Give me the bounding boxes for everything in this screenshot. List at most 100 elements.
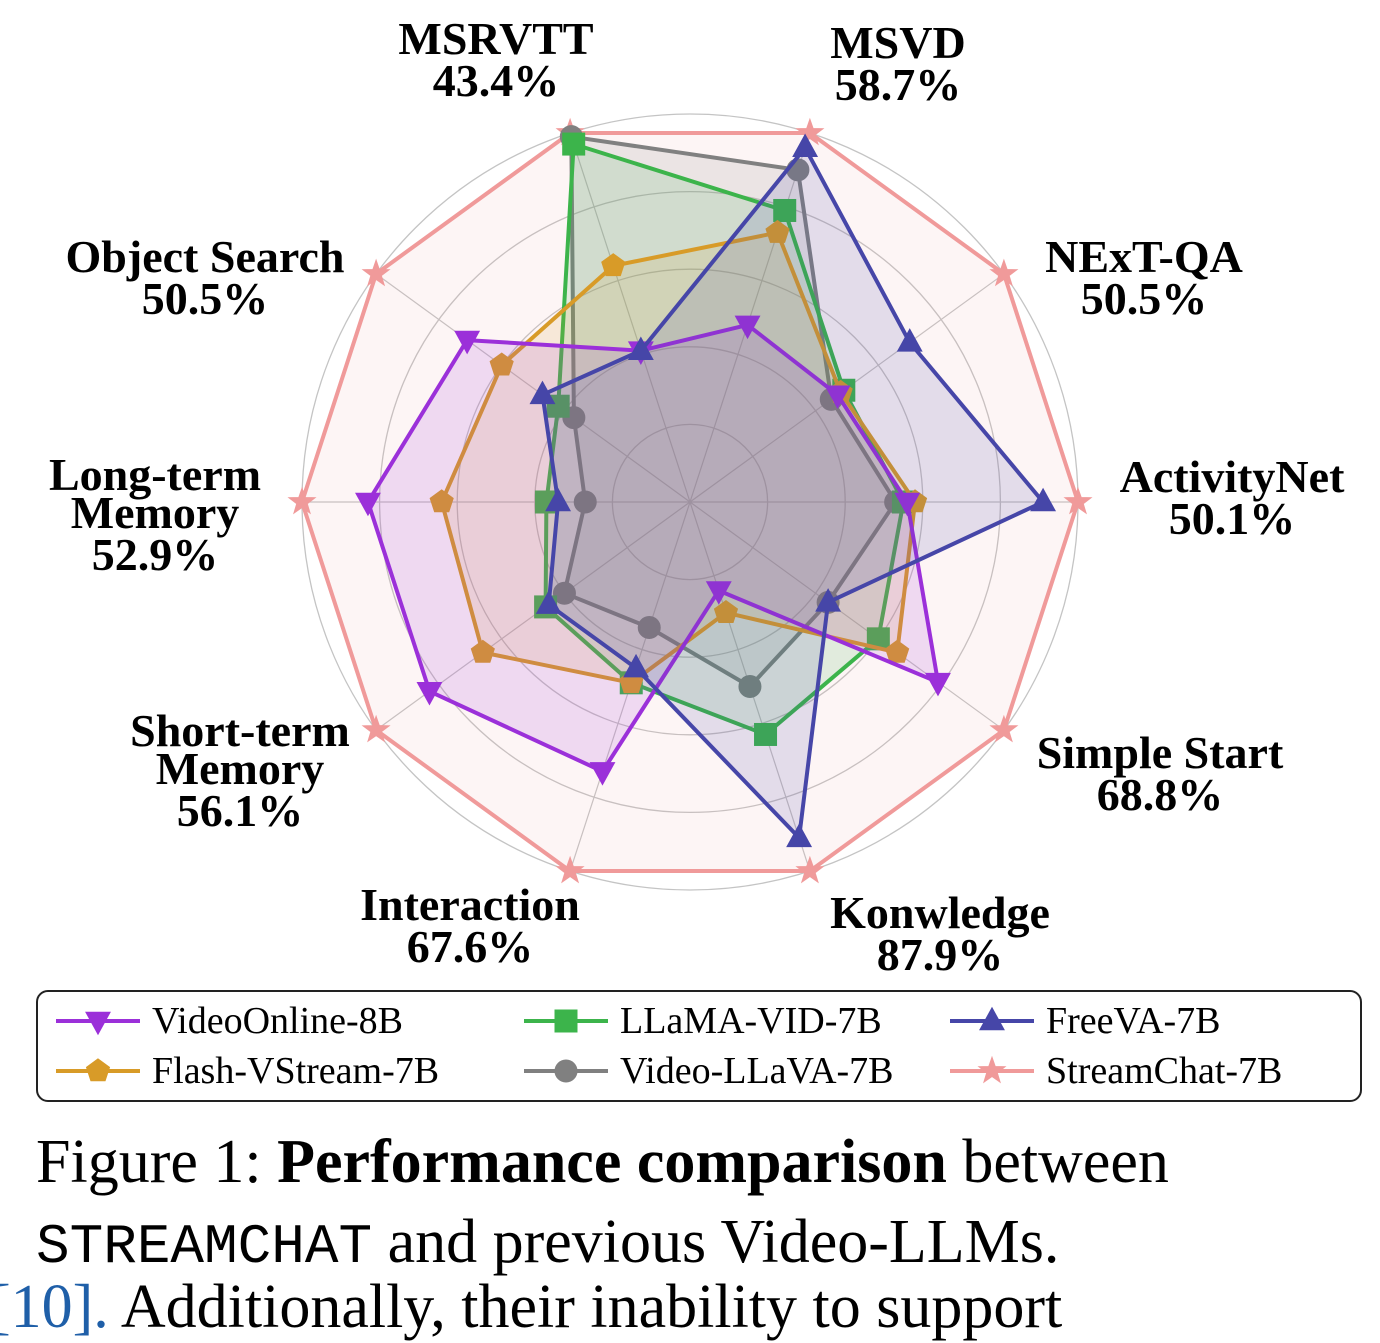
data-point-MSVD — [795, 117, 825, 146]
radar-chart: MSVD 58.7% NExT-QA 50.5% ActivityNet 50.1% Sim… — [49, 13, 1345, 980]
data-point-Konwledge — [713, 599, 739, 623]
caption-prefix: Figure 1: — [36, 1128, 278, 1196]
caption-bold: Performance comparison — [277, 1128, 947, 1196]
grid-spoke — [569, 132, 691, 503]
figure-caption: Figure 1: Performance comparison between… — [36, 1122, 1366, 1287]
axis-value-MSRVTT: 43.4% — [433, 55, 560, 106]
data-point-Interaction — [637, 615, 661, 639]
legend-label: LLaMA-VID-7B — [620, 1000, 882, 1042]
data-point-MSVD — [765, 219, 790, 243]
data-point-Interaction — [589, 762, 616, 786]
data-point-Long-term Memory — [573, 490, 597, 514]
axis-label-line: Long-term — [49, 449, 261, 500]
legend-marker — [979, 1006, 1005, 1031]
series-FreeVA-7B — [529, 133, 1057, 848]
legend-item-Flash-VStream-7B: Flash-VStream-7B — [54, 1048, 439, 1094]
data-point-Simple Start — [989, 714, 1019, 743]
legend-label: Flash-VStream-7B — [152, 1050, 440, 1092]
axis-value-Konwledge: 87.9% — [877, 929, 1004, 980]
citation-link[interactable]: [10]. — [0, 1273, 109, 1341]
data-point-ActivityNet — [1030, 487, 1057, 512]
data-point-Short-term Memory — [416, 681, 443, 706]
data-point-Konwledge — [795, 855, 825, 884]
axis-labels: MSVD 58.7% NExT-QA 50.5% ActivityNet 50.1% Sim… — [49, 13, 1345, 980]
data-point-Short-term Memory — [361, 714, 391, 743]
axis-value-Interaction: 67.6% — [407, 921, 534, 972]
legend-item-FreeVA-7B: FreeVA-7B — [948, 998, 1221, 1044]
axis-label-Interaction: Interaction 67.6% — [360, 879, 580, 972]
data-point-Simple Start — [815, 588, 842, 612]
legend-item-VideoOnline-8B: VideoOnline-8B — [54, 998, 403, 1044]
data-point-MSRVTT — [601, 253, 626, 277]
legend-swatch — [56, 1011, 140, 1036]
data-point-Konwledge — [738, 675, 762, 699]
data-point-ActivityNet — [894, 492, 921, 517]
data-point-MSRVTT — [562, 132, 586, 156]
legend-item-Video-LLaVA-7B: Video-LLaVA-7B — [522, 1048, 894, 1094]
data-point-Simple Start — [925, 672, 951, 697]
data-point-Konwledge — [786, 823, 813, 848]
axis-value-NExT-QA: 50.5% — [1081, 273, 1208, 324]
axis-label-ActivityNet: ActivityNet 50.1% — [1120, 451, 1345, 544]
legend-marker — [85, 1011, 111, 1036]
axis-value-Simple Start: 68.8% — [1097, 769, 1224, 820]
legend-swatch — [950, 1055, 1034, 1084]
caption-model-name: STREAMCHAT — [36, 1215, 373, 1279]
legend-marker — [977, 1055, 1007, 1084]
axis-label-line: Konwledge — [830, 887, 1050, 938]
data-point-MSVD — [734, 315, 761, 340]
body-text: Additionally, their inability to support — [108, 1273, 1063, 1341]
data-point-Object Search — [454, 330, 481, 355]
legend-swatch — [524, 1059, 608, 1083]
axis-label-line: Interaction — [360, 879, 580, 930]
data-point-ActivityNet — [1063, 486, 1093, 515]
data-point-Short-term Memory — [470, 639, 495, 663]
axis-label-MSVD: MSVD 58.7% — [830, 17, 965, 110]
data-point-Long-term Memory — [429, 489, 454, 513]
axis-label-line: Short-term — [130, 705, 350, 756]
data-point-Long-term Memory — [545, 487, 572, 512]
axis-label-line: MSRVTT — [398, 13, 593, 64]
axis-label-Object Search: Object Search 50.5% — [66, 231, 345, 324]
grid-spoke — [689, 501, 1005, 731]
legend-label: Video-LLaVA-7B — [620, 1050, 894, 1092]
data-point-Long-term Memory — [287, 486, 317, 515]
data-point-Konwledge — [754, 722, 778, 746]
radar-series — [287, 117, 1093, 884]
data-point-Simple Start — [885, 639, 910, 663]
caption-suffix: and previous Video-LLMs. — [372, 1208, 1060, 1276]
legend-marker — [554, 1059, 578, 1083]
data-point-Konwledge — [705, 581, 732, 605]
data-point-NExT-QA — [896, 328, 923, 352]
axis-label-line: NExT-QA — [1045, 231, 1243, 282]
data-point-Object Search — [489, 352, 514, 376]
grid-spoke — [375, 273, 691, 503]
axis-label-line: Simple Start — [1037, 727, 1284, 778]
axis-label-line: Memory — [71, 487, 240, 538]
data-point-Interaction — [555, 855, 585, 884]
caption-mid: between — [946, 1128, 1169, 1196]
data-point-Short-term Memory — [552, 581, 576, 605]
legend-label: VideoOnline-8B — [152, 1000, 404, 1042]
series-area — [302, 133, 1078, 871]
axis-label-line: MSVD — [830, 17, 965, 68]
axis-label-line: Memory — [156, 743, 325, 794]
chart-legend: VideoOnline-8B LLaMA-VID-7B FreeVA-7B Flash… — [36, 990, 1362, 1102]
legend-item-LLaMA-VID-7B: LLaMA-VID-7B — [522, 998, 882, 1044]
axis-label-Simple Start: Simple Start 68.8% — [1037, 727, 1284, 820]
series-StreamChat-7B — [287, 117, 1093, 884]
axis-value-Long-term Memory: 52.9% — [92, 529, 219, 580]
data-point-Interaction — [623, 653, 649, 678]
series-Video-LLaVA-7B — [552, 125, 908, 699]
axis-label-Long-term Memory: Long-term Memory 52.9% — [49, 449, 261, 580]
axis-label-NExT-QA: NExT-QA 50.5% — [1045, 231, 1243, 324]
axis-label-MSRVTT: MSRVTT 43.4% — [398, 13, 593, 106]
data-point-NExT-QA — [989, 258, 1019, 287]
data-point-MSVD — [792, 133, 819, 158]
axis-label-line: ActivityNet — [1120, 451, 1345, 502]
data-point-Short-term Memory — [535, 590, 562, 614]
cutoff-body-text: [10]. Additionally, their inability to s… — [0, 1272, 1380, 1343]
series-area — [368, 324, 938, 772]
legend-marker — [554, 1009, 578, 1033]
data-point-NExT-QA — [824, 385, 851, 410]
